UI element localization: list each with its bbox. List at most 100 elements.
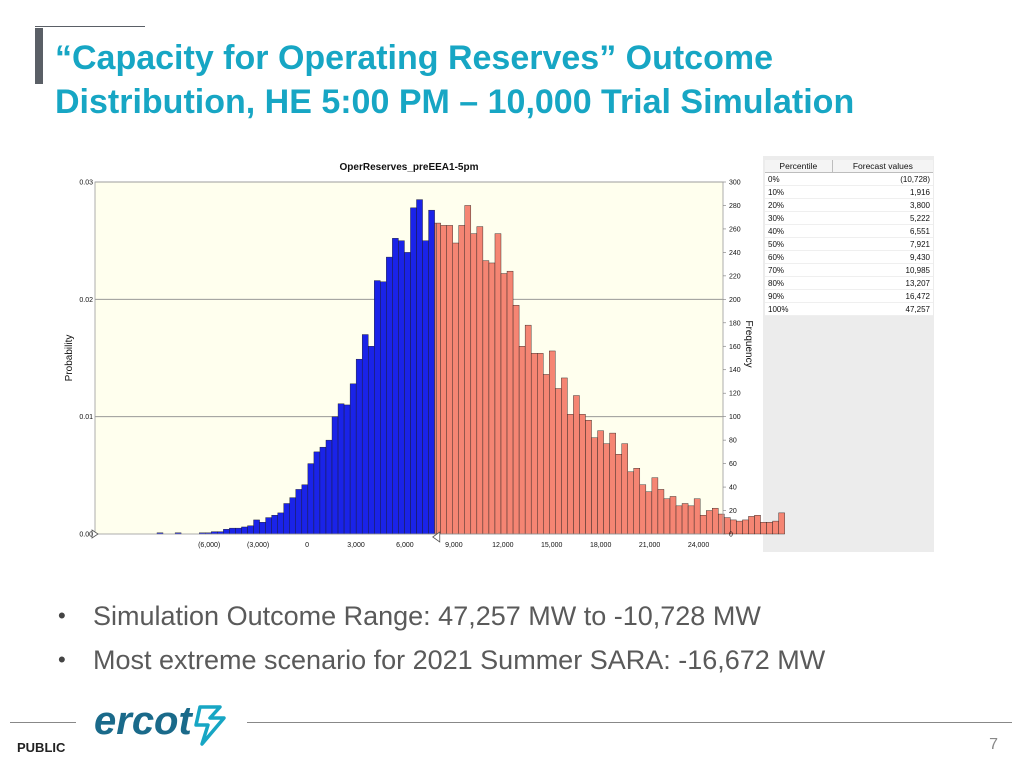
y2-tick-label: 280 [729, 203, 741, 210]
slide-title-line-1: “Capacity for Operating Reserves” Outcom… [55, 39, 774, 77]
histogram-bar [561, 377, 568, 535]
footer-public-label: PUBLIC [17, 740, 66, 755]
page-number: 7 [989, 736, 998, 753]
x-tick-label: 0 [305, 542, 309, 549]
forecast-value-cell: (10,728) [832, 172, 933, 186]
histogram-bar [464, 205, 472, 535]
x-tick-label: 15,000 [541, 542, 563, 549]
percentile-row: 10% 1,916 [765, 185, 933, 199]
forecast-value-cell: 6,551 [832, 224, 933, 238]
x-tick-label: 18,000 [590, 542, 612, 549]
histogram-bar [235, 527, 242, 535]
histogram-bar [760, 522, 767, 535]
percentile-header: Percentile [765, 160, 833, 173]
histogram-bar [645, 491, 653, 535]
histogram-bar [488, 262, 496, 535]
histogram-bar [778, 512, 785, 535]
forecast-value-cell: 1,916 [832, 185, 933, 199]
histogram-bar [530, 353, 538, 535]
percentile-cell: 30% [765, 211, 833, 225]
forecast-value-cell: 47,257 [832, 302, 933, 316]
forecast-values-header: Forecast values [832, 160, 933, 173]
percentile-row: 100% 47,257 [765, 302, 933, 316]
bullet-outcome-range: Simulation Outcome Range: 47,257 MW to -… [58, 594, 825, 638]
bullet-list: Simulation Outcome Range: 47,257 MW to -… [58, 594, 825, 682]
histogram-bar [537, 353, 544, 535]
y-tick-label: 0.00 [79, 532, 93, 539]
y-tick-label: 0.01 [79, 414, 93, 421]
y2-tick-label: 200 [729, 297, 741, 304]
y2-tick-label: 220 [729, 273, 741, 280]
histogram-bar [494, 233, 502, 535]
histogram-bar [555, 388, 562, 535]
ercot-logo: ercot [94, 699, 226, 746]
percentile-table: Percentile Forecast values 0% (10,728) 10%… [765, 160, 933, 316]
histogram-bar [657, 489, 665, 535]
histogram-bar [603, 443, 610, 535]
percentile-cell: 10% [765, 185, 833, 199]
histogram-bar [374, 280, 381, 535]
histogram-bar [289, 497, 296, 535]
y-tick-label: 0.03 [79, 180, 93, 187]
percentile-cell: 50% [765, 237, 833, 251]
histogram-bar [705, 510, 713, 535]
y2-axis-label: Frequency [743, 320, 754, 367]
percentile-cell: 40% [765, 224, 833, 238]
histogram-bar [615, 454, 622, 535]
histogram-bar [518, 346, 526, 535]
histogram-bar [506, 270, 514, 535]
percentile-table-body: 0% (10,728) 10% 1,916 20% 3,800 30% 5,222 40% 6,5… [765, 172, 933, 316]
histogram-bar [307, 463, 315, 535]
histogram-bar [681, 503, 689, 535]
histogram-bar [663, 498, 671, 535]
histogram-bar [772, 520, 779, 535]
histogram-bar [748, 516, 755, 535]
title-accent-line [35, 26, 145, 27]
percentile-cell: 90% [765, 289, 833, 303]
histogram-bar [452, 242, 459, 535]
percentile-row: 0% (10,728) [765, 172, 933, 186]
histogram-bar [398, 240, 405, 535]
footer-divider-right [247, 722, 1012, 723]
slide-title: “Capacity for Operating Reserves” Outcom… [55, 36, 995, 124]
y2-tick-label: 140 [729, 367, 741, 374]
logo-wordmark: ercot [94, 699, 193, 743]
histogram-bar [343, 404, 351, 535]
percentile-table-header: Percentile Forecast values [765, 160, 933, 173]
x-tick-label: 6,000 [396, 542, 414, 549]
histogram-bar [446, 225, 453, 535]
histogram-bar [543, 374, 550, 535]
percentile-cell: 80% [765, 276, 833, 290]
histogram-bar [386, 256, 393, 535]
histogram-bar [633, 468, 641, 535]
histogram-bar [277, 512, 284, 535]
footer-divider-left [10, 722, 76, 723]
title-accent-bar [35, 28, 43, 84]
histogram-bar [337, 403, 345, 535]
histogram-bar [404, 252, 411, 535]
histogram-bar [675, 505, 683, 535]
y-tick-label: 0.02 [79, 297, 93, 304]
histogram-bar [699, 515, 707, 535]
histogram-bar [585, 419, 592, 535]
histogram-bar [434, 222, 441, 535]
percentile-cell: 20% [765, 198, 833, 212]
histogram-bar [331, 416, 339, 535]
y2-tick-label: 40 [729, 485, 737, 492]
forecast-value-cell: 16,472 [832, 289, 933, 303]
histogram-bar [579, 414, 586, 535]
percentile-row: 50% 7,921 [765, 237, 933, 251]
y2-tick-label: 20 [729, 508, 737, 515]
histogram-bar [229, 527, 236, 535]
forecast-value-cell: 10,985 [832, 263, 933, 277]
histogram-bar [687, 505, 695, 535]
y2-tick-label: 120 [729, 391, 741, 398]
histogram-bar [301, 484, 309, 535]
histogram-bar [621, 443, 628, 535]
histogram-bar [597, 430, 604, 535]
percentile-row: 30% 5,222 [765, 211, 933, 225]
percentile-row: 90% 16,472 [765, 289, 933, 303]
histogram-bar [410, 207, 417, 535]
logo-mark-icon [194, 705, 226, 746]
histogram-bar [512, 304, 520, 535]
